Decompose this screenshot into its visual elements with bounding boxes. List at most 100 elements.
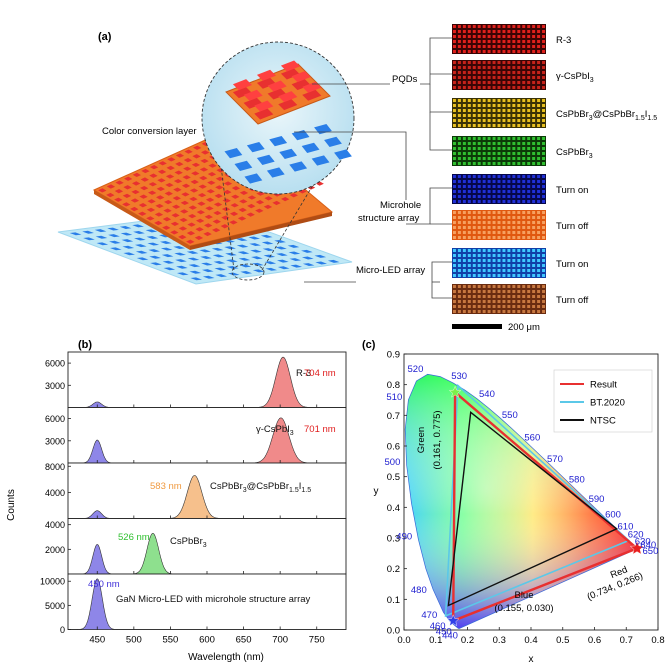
tile-pixel — [542, 290, 546, 293]
tile-pixel — [542, 35, 546, 38]
tile-pixel — [512, 300, 516, 303]
tile-pixel — [502, 254, 506, 257]
spectrum-peak — [76, 578, 118, 630]
tile-pixel — [487, 274, 491, 277]
tile-pixel — [507, 185, 511, 188]
y-tick-label: 3000 — [45, 436, 65, 446]
tile-pixel — [507, 269, 511, 272]
tile-pixel — [497, 162, 501, 165]
tile-pixel — [537, 99, 541, 102]
tile-pixel — [487, 264, 491, 267]
ccl-pixel — [272, 200, 281, 206]
tile-pixel — [527, 285, 531, 288]
subplot-frame — [67, 518, 347, 575]
cie-diagram: 0.0 0.1 0.2 0.3 0.4 0.5 0.6 0.7 0.8 0.0 0.1 0.2 0.3 0… — [385, 350, 665, 647]
tile-pixel — [537, 137, 541, 140]
microled-pixel — [120, 232, 133, 236]
tile-pixel — [467, 221, 471, 224]
ccl-pixel — [247, 195, 257, 200]
tile-pixel — [507, 195, 511, 198]
tile-pixel — [512, 285, 516, 288]
tile-pixel — [497, 300, 501, 303]
tile-pixel — [462, 221, 466, 224]
ccl-pixel — [173, 187, 182, 192]
tile-pixel — [517, 295, 521, 298]
ccl-pixel — [167, 157, 176, 162]
tile-pixel — [532, 76, 536, 79]
tile-pixel — [477, 40, 481, 43]
tile-pixel — [482, 45, 486, 48]
peak-wavelength-label: 450 nm — [88, 579, 120, 590]
tile-pixel — [502, 50, 506, 53]
tile-pixel — [497, 137, 501, 140]
tile-pixel — [452, 200, 456, 203]
tile-pixel — [462, 175, 466, 178]
tile-pixel — [497, 76, 501, 79]
panel-b: (b) 3000 6000 3000 6000 4000 8000 2000 4000 0 500… — [6, 339, 347, 663]
tile-pixel — [527, 50, 531, 53]
tile-pixel — [482, 216, 486, 219]
tile-pixel — [537, 216, 541, 219]
tile-pixel — [457, 76, 461, 79]
tile-pixel — [517, 119, 521, 122]
ccl-pixel — [114, 197, 123, 202]
tile-pixel — [472, 124, 476, 127]
tile-pixel — [472, 30, 476, 33]
microled-pixel — [274, 239, 286, 243]
tile-pixel — [457, 142, 461, 145]
tile-pixel — [472, 152, 476, 155]
tile-pixel — [522, 249, 526, 252]
zoom-red-cube-top — [254, 100, 274, 112]
tile-pixel — [477, 249, 481, 252]
microled-pixel — [301, 249, 313, 253]
tile-pixel — [532, 221, 536, 224]
wavelength-label: 540 — [479, 389, 495, 400]
tile-pixel — [502, 236, 506, 239]
tile-pixel — [537, 71, 541, 74]
tile-pixel — [542, 211, 546, 214]
zoom-bubble — [201, 41, 355, 281]
tile-pixel — [507, 81, 511, 84]
panel-c-xlabel: x — [529, 654, 534, 665]
tile-pixel — [487, 157, 491, 160]
x-tick-label: 650 — [236, 635, 252, 646]
ccl-pixel — [157, 169, 167, 174]
tile-pixel — [467, 264, 471, 267]
microled-pixel — [121, 239, 134, 243]
tile-pixel — [527, 211, 531, 214]
ccl-pixel — [138, 211, 147, 216]
tile-pixel — [457, 157, 461, 160]
green-vertex-label: Green — [416, 427, 427, 453]
tile-pixel — [452, 226, 456, 229]
tile-pixel — [542, 142, 546, 145]
tile-pixel — [542, 221, 546, 224]
microled-pixel — [214, 267, 227, 271]
tile-pixel — [487, 226, 491, 229]
tile-pixel — [487, 269, 491, 272]
tile-pixel — [497, 200, 501, 203]
tile-pixel — [462, 81, 466, 84]
tile-pixel — [487, 295, 491, 298]
tile-pixel — [512, 104, 516, 107]
tile-pixel — [477, 231, 481, 234]
microled-pixel — [95, 235, 108, 239]
tile-pixel — [497, 285, 501, 288]
tile-pixel — [512, 195, 516, 198]
y-tick-label: 0.6 — [387, 442, 400, 453]
tile-pixel — [462, 185, 466, 188]
tile-pixel — [532, 114, 536, 117]
tile-pixel — [497, 290, 501, 293]
tile-pixel — [502, 162, 506, 165]
tile-pixel — [487, 249, 491, 252]
tile-pixel — [532, 180, 536, 183]
microled-pixel — [146, 235, 159, 239]
tile-pixel — [467, 81, 471, 84]
tile-pixel — [522, 40, 526, 43]
tile-pixel — [502, 114, 506, 117]
wavelength-label: 440 — [442, 631, 458, 642]
tile-pixel — [532, 274, 536, 277]
tile-pixel — [487, 285, 491, 288]
ccl-pixel — [106, 192, 115, 198]
tile-pixel — [517, 249, 521, 252]
tile-pixel — [537, 285, 541, 288]
